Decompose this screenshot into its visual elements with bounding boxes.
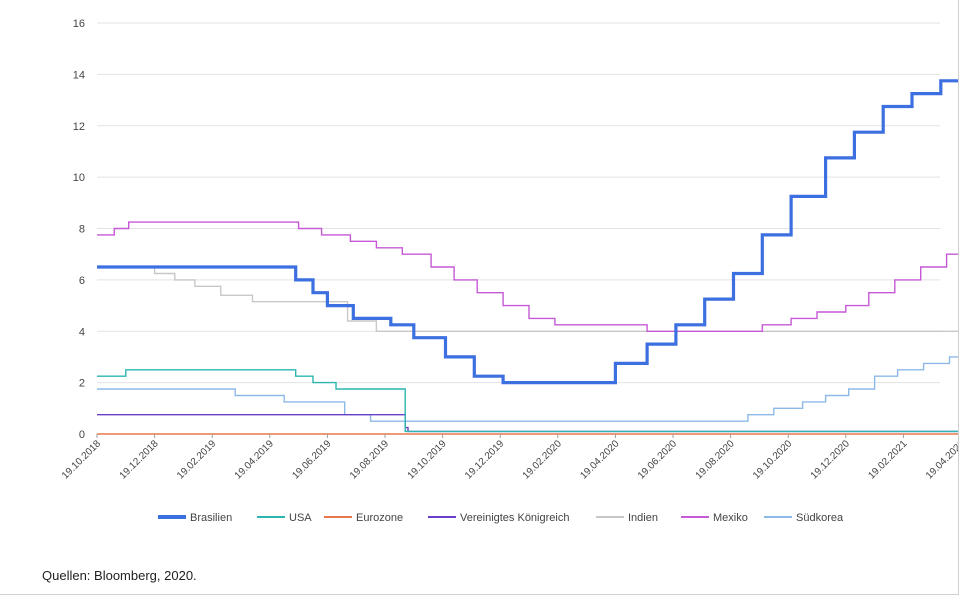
y-tick-label: 4 [79, 326, 85, 338]
series-line-mexiko [97, 221, 958, 332]
y-axis: 0 2 4 6 8 10 12 14 16 [73, 18, 85, 441]
y-tick-label: 16 [73, 18, 85, 30]
series-line-s-dkorea [97, 356, 958, 422]
x-tick-label: 19.02.2019 [175, 438, 218, 481]
x-tick-label: 19.02.2021 [866, 438, 909, 481]
x-tick-label: 19.06.2019 [290, 438, 333, 481]
x-tick-label: 19.10.2020 [751, 438, 794, 481]
legend-label-s-dkorea: Südkorea [796, 512, 844, 524]
series-line-eurozone [97, 433, 958, 435]
series-line-indien [97, 266, 958, 332]
x-tick-label: 19.04.2021 [924, 438, 958, 481]
legend-label-mexiko: Mexiko [713, 512, 748, 524]
y-tick-label: 0 [79, 429, 85, 441]
y-tick-label: 12 [73, 121, 85, 133]
y-tick-label: 2 [79, 378, 85, 390]
x-tick-label: 19.02.2020 [521, 438, 564, 481]
series-layer [97, 79, 958, 435]
grid-layer [97, 22, 940, 435]
x-tick-label: 19.06.2020 [636, 438, 679, 481]
series-line-brasilien [97, 79, 958, 385]
legend-label-indien: Indien [628, 512, 658, 524]
x-tick-label: 19.08.2020 [694, 438, 737, 481]
x-axis: 19.10.2018 19.12.2018 19.02.2019 19.04.2019… [60, 434, 958, 482]
series-line-usa [97, 369, 958, 433]
x-tick-label: 19.12.2019 [463, 438, 506, 481]
y-tick-label: 6 [79, 275, 85, 287]
y-tick-label: 10 [73, 172, 85, 184]
x-tick-label: 19.04.2019 [233, 438, 276, 481]
x-tick-label: 19.10.2018 [60, 438, 103, 481]
x-tick-label: 19.10.2019 [406, 438, 449, 481]
x-tick-label: 19.12.2020 [809, 438, 852, 481]
legend-label-brasilien: Brasilien [190, 512, 232, 524]
legend-label-usa: USA [289, 512, 312, 524]
legend-label-eurozone: Eurozone [356, 512, 403, 524]
source-note: Quellen: Bloomberg, 2020. [42, 568, 197, 583]
x-tick-label: 19.08.2019 [348, 438, 391, 481]
legend: Brasilien USA Eurozone Vereinigtes Königrei… [158, 512, 844, 524]
x-tick-label: 19.12.2018 [118, 438, 161, 481]
x-tick-label: 19.04.2020 [578, 438, 621, 481]
legend-label-vereinigtes-k-nigreich: Vereinigtes Königreich [460, 512, 569, 524]
y-tick-label: 14 [73, 69, 85, 81]
y-tick-label: 8 [79, 224, 85, 236]
series-line-vereinigtes-k-nigreich [97, 414, 958, 433]
